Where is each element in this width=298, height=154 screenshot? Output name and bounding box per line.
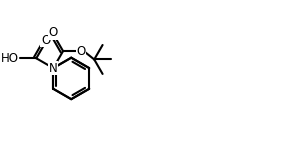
Text: O: O (41, 34, 50, 47)
Text: HO: HO (1, 52, 19, 65)
Text: N: N (49, 62, 58, 75)
Text: O: O (77, 45, 86, 58)
Text: O: O (49, 26, 58, 39)
